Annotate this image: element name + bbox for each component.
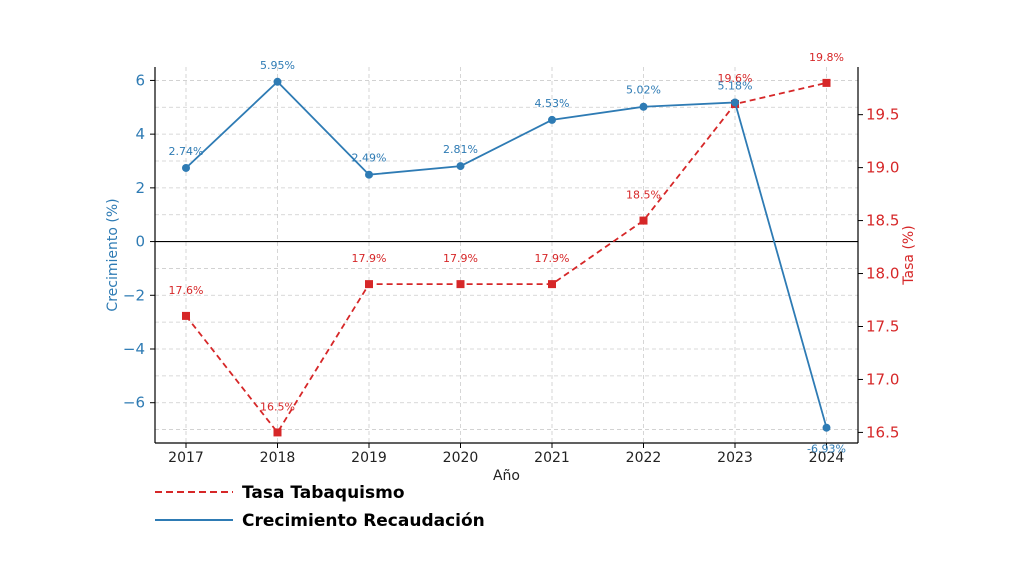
legend-label: Crecimiento Recaudación: [242, 511, 485, 531]
tasa-marker: [456, 280, 465, 289]
axes: [154, 67, 859, 444]
right-tick-label: 19.5: [866, 106, 899, 124]
left-tick-label: 2: [135, 179, 145, 197]
series-layer: 17.6% 16.5% 17.9% 17.9% 17.9% 18.5% 19.6% 19.8%…: [169, 51, 846, 456]
crecimiento-marker: [822, 423, 831, 432]
left-tick-label: 6: [135, 71, 145, 89]
x-tick-label: 2018: [260, 450, 296, 466]
legend-label: Tasa Tabaquismo: [242, 483, 405, 503]
crecimiento-marker: [731, 98, 739, 107]
crecimiento-marker: [273, 77, 282, 86]
tasa-data-label: 18.5%: [626, 189, 661, 202]
tasa-data-label: 17.9%: [443, 252, 478, 265]
crecimiento-data-label: 2.81%: [443, 143, 478, 156]
tasa-marker: [639, 216, 648, 225]
tasa-data-label: 19.6%: [718, 72, 753, 85]
tasa-data-label: 17.9%: [535, 252, 570, 265]
right-tick-label: 16.5: [866, 423, 899, 441]
right-tick-label: 19.0: [866, 159, 899, 177]
x-tick-label: 2022: [626, 450, 662, 466]
right-tick-label: 18.5: [866, 212, 899, 230]
crecimiento-data-label: 5.18%: [718, 79, 753, 92]
crecimiento-marker: [548, 115, 556, 124]
crecimiento-data-label: 2.49%: [352, 152, 387, 165]
left-tick-label: −4: [123, 340, 145, 358]
tasa-data-label: 17.9%: [352, 252, 387, 265]
tasa-marker: [365, 280, 373, 289]
x-tick-label: 2020: [443, 450, 479, 466]
crecimiento-marker: [639, 102, 648, 111]
x-tick-label: 2021: [534, 450, 570, 466]
left-axis-ticks: −6 −4 −2 0 2 4 6: [123, 71, 155, 412]
series-line-tasa-tabaquismo: [185, 82, 827, 434]
left-tick-label: 0: [135, 233, 145, 251]
x-axis-title: Año: [493, 468, 520, 484]
right-tick-label: 17.0: [866, 370, 899, 388]
crecimiento-marker: [456, 162, 465, 171]
crecimiento-data-label: 2.74%: [169, 145, 204, 158]
tasa-data-label: 19.8%: [809, 51, 844, 64]
left-tick-label: −2: [123, 286, 145, 304]
right-axis-ticks: 16.5 17.0 17.5 18.0 18.5 19.0 19.5: [858, 106, 899, 441]
crecimiento-data-label: 4.53%: [535, 97, 570, 110]
tasa-data-label: 16.5%: [260, 400, 295, 413]
grid: [155, 67, 858, 443]
right-tick-label: 17.5: [866, 317, 899, 335]
x-axis-ticks: 2017 2018 2019 2020 2021 2022 2023 2024: [168, 443, 844, 466]
tasa-marker: [822, 78, 831, 87]
left-tick-label: −6: [123, 394, 145, 412]
legend: Tasa Tabaquismo Crecimiento Recaudación: [155, 483, 485, 531]
tasa-marker: [182, 311, 190, 320]
x-tick-label: 2017: [168, 450, 204, 466]
tasa-marker: [548, 280, 556, 289]
crecimiento-marker: [365, 170, 373, 179]
right-axis-title: Tasa (%): [901, 225, 917, 285]
x-tick-label: 2023: [717, 450, 753, 466]
crecimiento-data-label: -6.93%: [807, 443, 846, 456]
left-tick-label: 4: [135, 125, 145, 143]
x-tick-label: 2019: [351, 450, 387, 466]
left-axis-title: Crecimiento (%): [105, 198, 121, 311]
tasa-marker: [273, 428, 282, 437]
right-tick-label: 18.0: [866, 265, 899, 283]
series-line-crecimiento-recaudacion: [185, 80, 828, 428]
crecimiento-data-label: 5.02%: [626, 84, 661, 97]
crecimiento-marker: [182, 163, 190, 172]
x-tick-label: 2024: [809, 450, 845, 466]
crecimiento-data-label: 5.95%: [260, 59, 295, 72]
tasa-data-label: 17.6%: [169, 284, 204, 297]
